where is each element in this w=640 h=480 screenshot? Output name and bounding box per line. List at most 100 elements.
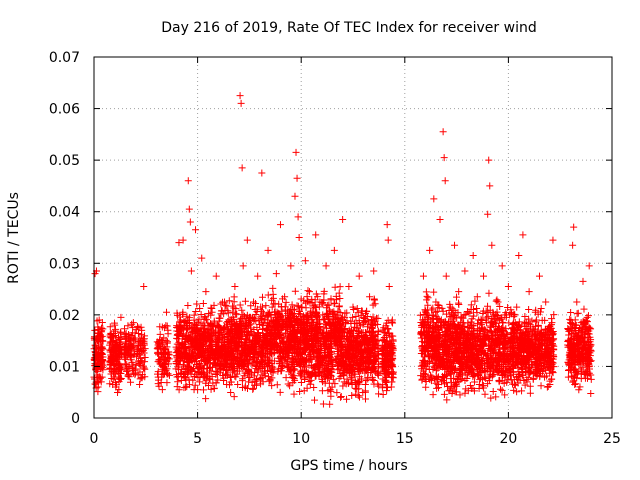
- data-point: [247, 302, 255, 310]
- data-point: [157, 379, 165, 387]
- data-point: [289, 373, 297, 381]
- data-point: [288, 301, 296, 309]
- data-point: [327, 347, 335, 355]
- data-point: [510, 386, 518, 394]
- data-point: [225, 330, 233, 338]
- data-point: [248, 341, 256, 349]
- data-point: [264, 350, 272, 358]
- data-point: [136, 368, 144, 376]
- data-point: [202, 338, 210, 346]
- data-point: [174, 378, 182, 386]
- data-point: [154, 358, 162, 366]
- data-point: [286, 321, 294, 329]
- data-point: [262, 361, 270, 369]
- data-point: [370, 296, 378, 304]
- data-point: [224, 307, 232, 315]
- data-point: [296, 372, 304, 380]
- data-point: [106, 380, 114, 388]
- data-point: [131, 371, 139, 379]
- data-point: [278, 355, 286, 363]
- data-point: [289, 355, 297, 363]
- data-point: [320, 290, 328, 298]
- data-point: [187, 330, 195, 338]
- data-point: [260, 340, 268, 348]
- data-point: [513, 388, 521, 396]
- data-point: [429, 391, 437, 399]
- data-point: [239, 319, 247, 327]
- data-point: [108, 354, 116, 362]
- data-point: [241, 323, 249, 331]
- data-point: [485, 289, 493, 297]
- data-point: [192, 325, 200, 333]
- data-point: [230, 393, 238, 401]
- data-point: [192, 307, 200, 315]
- data-point: [222, 354, 230, 362]
- data-point: [206, 367, 214, 375]
- data-point: [106, 323, 114, 331]
- data-point: [127, 350, 135, 358]
- data-point: [204, 347, 212, 355]
- data-point: [235, 337, 243, 345]
- data-point: [99, 325, 107, 333]
- data-point: [229, 366, 237, 374]
- data-point: [295, 308, 303, 316]
- data-point: [140, 364, 148, 372]
- data-point: [355, 393, 363, 401]
- data-point: [296, 388, 304, 396]
- data-point: [227, 388, 235, 396]
- data-point: [268, 296, 276, 304]
- data-point: [276, 347, 284, 355]
- data-point: [232, 310, 240, 318]
- data-point: [243, 361, 251, 369]
- data-point: [430, 288, 438, 296]
- data-point: [130, 369, 138, 377]
- data-point: [128, 358, 136, 366]
- data-point: [290, 375, 298, 383]
- data-point: [351, 384, 359, 392]
- data-point: [128, 343, 136, 351]
- data-point: [422, 288, 430, 296]
- data-point: [278, 307, 286, 315]
- data-point: [289, 331, 297, 339]
- data-point: [215, 342, 223, 350]
- data-point: [473, 304, 481, 312]
- data-point: [389, 369, 397, 377]
- data-point: [481, 390, 489, 398]
- data-point: [238, 328, 246, 336]
- data-point: [97, 324, 105, 332]
- data-point: [362, 376, 370, 384]
- data-point: [335, 289, 343, 297]
- data-point: [257, 364, 265, 372]
- data-point: [177, 377, 185, 385]
- data-point: [238, 377, 246, 385]
- data-point: [173, 371, 181, 379]
- data-point: [198, 342, 206, 350]
- data-point: [195, 364, 203, 372]
- data-point: [276, 388, 284, 396]
- data-point: [140, 346, 148, 354]
- data-point: [189, 376, 197, 384]
- data-point: [199, 321, 207, 329]
- data-point: [179, 308, 187, 316]
- data-point: [124, 322, 132, 330]
- data-point: [284, 380, 292, 388]
- data-point: [179, 361, 187, 369]
- data-point: [525, 305, 533, 313]
- data-point: [154, 348, 162, 356]
- data-point: [164, 330, 172, 338]
- data-point: [160, 348, 168, 356]
- data-point: [222, 324, 230, 332]
- data-point: [277, 334, 285, 342]
- data-point: [231, 327, 239, 335]
- data-point: [236, 301, 244, 309]
- data-point: [202, 374, 210, 382]
- data-point: [283, 326, 291, 334]
- data-point: [185, 346, 193, 354]
- data-point: [164, 370, 172, 378]
- data-point: [263, 331, 271, 339]
- data-point: [141, 354, 149, 362]
- data-point: [122, 364, 130, 372]
- data-point: [221, 340, 229, 348]
- data-point: [268, 382, 276, 390]
- data-point: [258, 307, 266, 315]
